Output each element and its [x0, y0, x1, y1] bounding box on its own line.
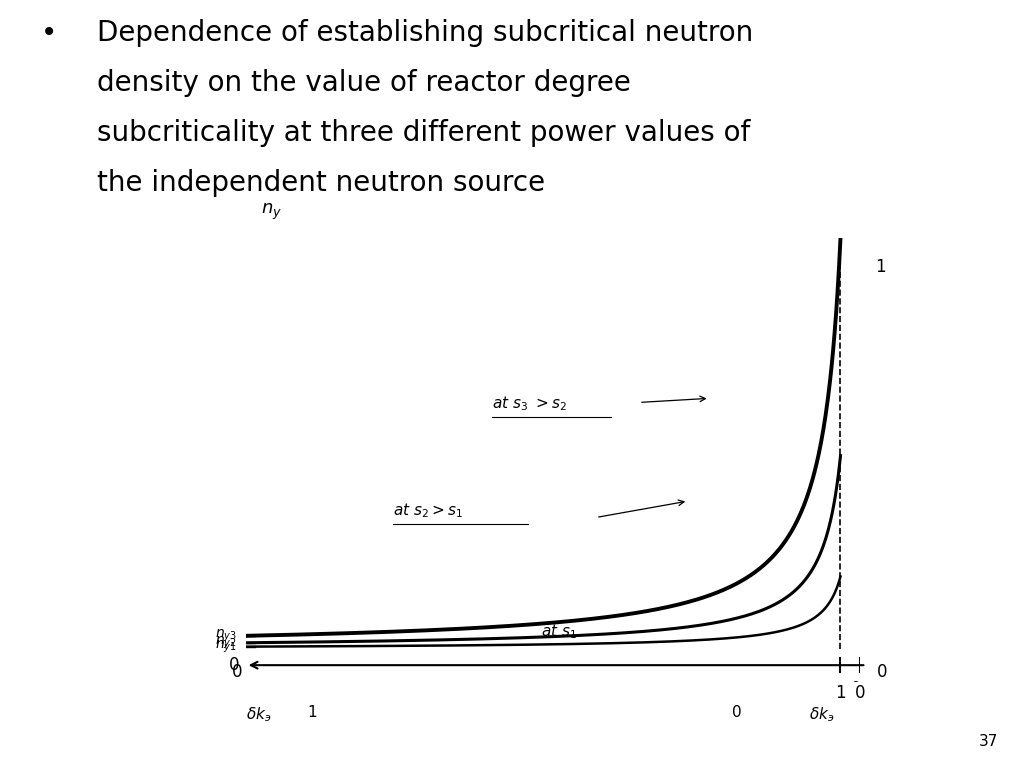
Text: the independent neutron source: the independent neutron source: [97, 169, 546, 197]
Text: 37: 37: [979, 733, 998, 749]
Text: 0: 0: [878, 664, 888, 681]
Text: 1: 1: [836, 684, 846, 702]
Text: density on the value of reactor degree: density on the value of reactor degree: [97, 69, 631, 97]
Text: $n_{y2}$: $n_{y2}$: [215, 634, 237, 651]
Text: 1: 1: [307, 705, 316, 720]
Text: 1: 1: [876, 258, 886, 276]
Text: subcriticality at three different power values of: subcriticality at three different power …: [97, 119, 751, 147]
Text: $at\ s_2 > s_1$: $at\ s_2 > s_1$: [393, 501, 463, 519]
Text: 0: 0: [229, 656, 240, 674]
Text: •: •: [41, 19, 57, 47]
Text: 0: 0: [732, 705, 742, 720]
Text: 0: 0: [232, 664, 243, 681]
Text: $n_{y3}$: $n_{y3}$: [215, 627, 237, 644]
Text: $at\ s_1$: $at\ s_1$: [541, 622, 577, 641]
Text: $at\ s_3\ >s_2$: $at\ s_3\ >s_2$: [492, 394, 566, 412]
Text: $\delta k_э$: $\delta k_э$: [246, 705, 271, 723]
Text: $\delta k_э$: $\delta k_э$: [809, 705, 835, 723]
Text: 0: 0: [855, 684, 865, 702]
Text: $n_{y1}$: $n_{y1}$: [215, 638, 237, 655]
Text: Dependence of establishing subcritical neutron: Dependence of establishing subcritical n…: [97, 19, 754, 47]
Text: $n_y$: $n_y$: [261, 201, 283, 222]
Text: $k_э$: $k_э$: [844, 664, 861, 684]
